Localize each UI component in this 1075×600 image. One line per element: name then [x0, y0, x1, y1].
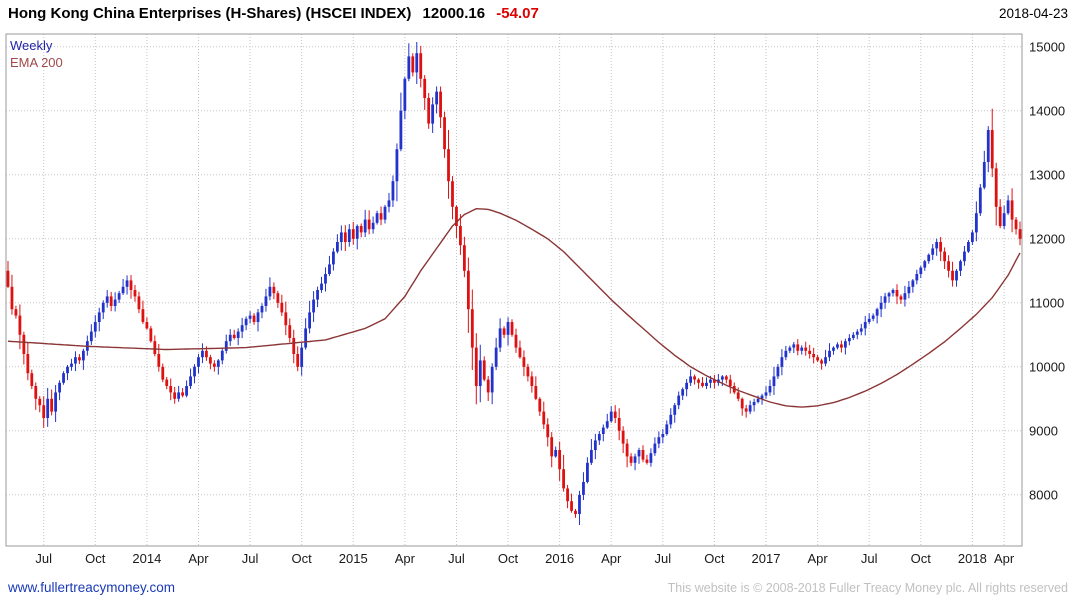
- ema-200-line: [7, 207, 1021, 408]
- svg-text:Jul: Jul: [861, 551, 878, 566]
- svg-text:Apr: Apr: [395, 551, 416, 566]
- svg-text:Jul: Jul: [655, 551, 672, 566]
- svg-text:Oct: Oct: [85, 551, 106, 566]
- title-group: Hong Kong China Enterprises (H-Shares) (…: [8, 5, 539, 22]
- grid-lines: [6, 34, 1022, 546]
- svg-text:Oct: Oct: [498, 551, 519, 566]
- svg-text:Jul: Jul: [448, 551, 465, 566]
- svg-text:Apr: Apr: [601, 551, 622, 566]
- chart-date: 2018-04-23: [998, 6, 1068, 21]
- svg-text:Oct: Oct: [292, 551, 313, 566]
- svg-text:14000: 14000: [1029, 103, 1065, 118]
- svg-text:Jul: Jul: [242, 551, 259, 566]
- svg-text:2018: 2018: [958, 551, 987, 566]
- chart-footer: www.fullertreacymoney.com This website i…: [8, 580, 1068, 595]
- last-price: 12000.16: [422, 5, 486, 22]
- copyright-text: This website is © 2008-2018 Fuller Treac…: [667, 581, 1068, 595]
- x-axis-labels: Jul Oct 2014 Apr Jul Oct 2015 Apr Jul Oct 2016 Apr J…: [35, 551, 1015, 566]
- svg-text:Apr: Apr: [188, 551, 209, 566]
- chart-title: Hong Kong China Enterprises (H-Shares) (…: [8, 5, 412, 22]
- svg-text:2017: 2017: [752, 551, 781, 566]
- svg-text:Oct: Oct: [704, 551, 725, 566]
- svg-text:2016: 2016: [545, 551, 574, 566]
- svg-text:2015: 2015: [339, 551, 368, 566]
- svg-text:10000: 10000: [1029, 359, 1065, 374]
- chart-legend: Weekly EMA 200: [10, 37, 63, 71]
- candles: [6, 42, 1022, 526]
- svg-text:8000: 8000: [1029, 487, 1058, 502]
- svg-text:Jul: Jul: [35, 551, 52, 566]
- chart-header: Hong Kong China Enterprises (H-Shares) (…: [8, 5, 1068, 22]
- svg-text:13000: 13000: [1029, 167, 1065, 182]
- svg-text:2014: 2014: [132, 551, 161, 566]
- website-link[interactable]: www.fullertreacymoney.com: [8, 580, 176, 595]
- svg-text:Apr: Apr: [994, 551, 1015, 566]
- svg-text:12000: 12000: [1029, 231, 1065, 246]
- svg-text:15000: 15000: [1029, 39, 1065, 54]
- ema-200-label: EMA 200: [10, 55, 63, 70]
- timeframe-label: Weekly: [10, 38, 53, 53]
- plot-border: [5, 33, 1023, 547]
- svg-text:9000: 9000: [1029, 423, 1058, 438]
- price-change: -54.07: [496, 5, 539, 22]
- svg-text:Oct: Oct: [911, 551, 932, 566]
- y-axis-labels: 8000 9000 10000 11000 12000 13000 14000 15000: [1029, 39, 1065, 502]
- svg-text:11000: 11000: [1029, 295, 1064, 310]
- svg-text:Apr: Apr: [807, 551, 828, 566]
